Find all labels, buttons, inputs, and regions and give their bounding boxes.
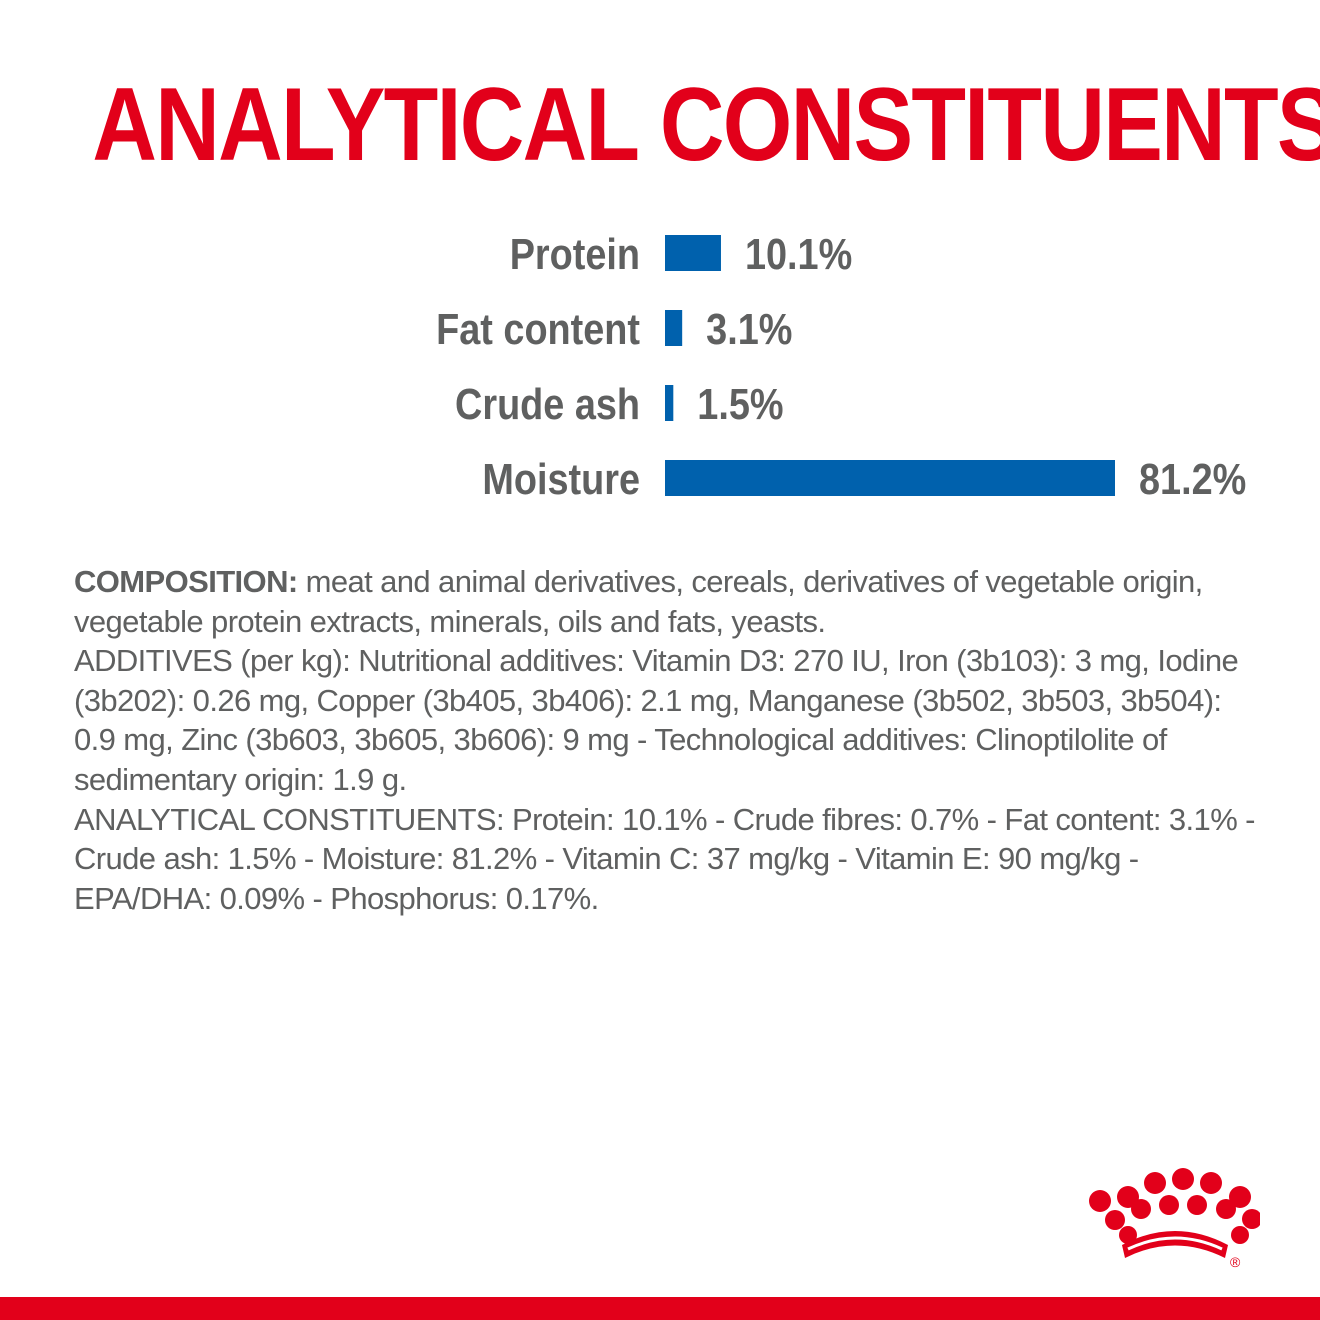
crown-dot xyxy=(1216,1199,1236,1219)
composition-body: meat and animal derivatives, cereals, de… xyxy=(74,564,1203,639)
value-label: 3.1% xyxy=(706,304,792,353)
bottom-bar xyxy=(0,1297,1320,1320)
value-label: 10.1% xyxy=(745,229,852,278)
composition-text: COMPOSITION: meat and animal derivatives… xyxy=(74,562,1264,918)
bar xyxy=(665,310,683,346)
bar xyxy=(665,460,1115,496)
crown-icon: ® xyxy=(1089,1168,1260,1270)
crown-dot xyxy=(1187,1195,1207,1215)
bar xyxy=(665,385,674,421)
category-label: Fat content xyxy=(436,304,640,353)
value-label: 1.5% xyxy=(697,379,783,428)
crown-dot xyxy=(1229,1186,1251,1208)
page-title: ANALYTICAL CONSTITUENTS xyxy=(92,67,1320,183)
category-label: Moisture xyxy=(482,454,640,503)
crown-base xyxy=(1122,1231,1228,1258)
additives-paragraph: ADDITIVES (per kg): Nutritional additive… xyxy=(74,643,1239,797)
value-label: 81.2% xyxy=(1139,454,1246,503)
crown-dot xyxy=(1200,1172,1222,1194)
crown-dot xyxy=(1089,1190,1111,1212)
category-label: Protein xyxy=(510,229,640,278)
crown-dot xyxy=(1131,1199,1151,1219)
registered-mark: ® xyxy=(1230,1254,1241,1270)
crown-dot xyxy=(1159,1195,1179,1215)
crown-dot xyxy=(1242,1209,1260,1229)
bar xyxy=(665,235,721,271)
constituents-bar-chart: Protein 10.1% Fat content 3.1% Crude ash 1.5%… xyxy=(436,229,1246,503)
crown-dots xyxy=(1089,1168,1260,1244)
crown-dot xyxy=(1105,1210,1125,1230)
crown-dot xyxy=(1231,1226,1249,1244)
analytical-paragraph: ANALYTICAL CONSTITUENTS: Protein: 10.1% … xyxy=(74,801,1256,916)
crown-dot xyxy=(1119,1226,1137,1244)
composition-lead: COMPOSITION: xyxy=(74,564,298,599)
category-label: Crude ash xyxy=(455,379,640,428)
crown-base-inner xyxy=(1127,1236,1223,1251)
crown-dot xyxy=(1172,1168,1194,1190)
crown-dot xyxy=(1144,1172,1166,1194)
composition-paragraph: COMPOSITION: meat and animal derivatives… xyxy=(74,562,1264,641)
